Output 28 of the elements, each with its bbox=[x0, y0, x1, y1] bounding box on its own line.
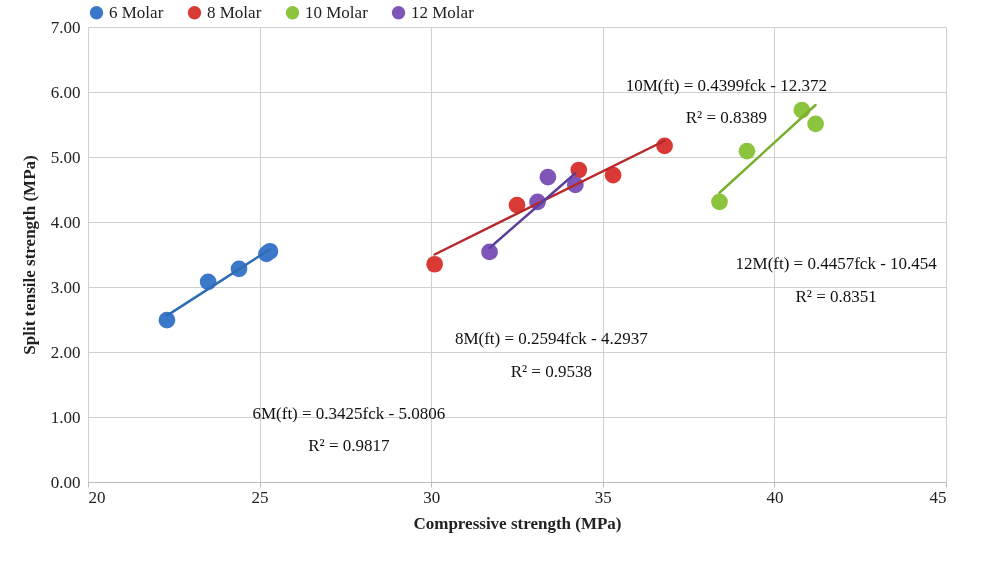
x-tick-label: 30 bbox=[423, 487, 441, 507]
annotation: R² = 0.9817 bbox=[308, 436, 390, 456]
x-axis-title: Compressive strength (MPa) bbox=[413, 513, 622, 533]
legend-label: 12 Molar bbox=[411, 2, 475, 22]
annotation: R² = 0.8351 bbox=[795, 286, 877, 306]
legend-label: 6 Molar bbox=[109, 2, 164, 22]
y-axis-title: Split tensile strength (MPa) bbox=[19, 155, 39, 355]
x-tick-label: 40 bbox=[766, 487, 784, 507]
y-tick-label: 4.00 bbox=[50, 212, 81, 232]
legend-label: 10 Molar bbox=[305, 2, 369, 22]
x-tick-label: 20 bbox=[88, 487, 106, 507]
annotation: 12M(ft) = 0.4457fck - 10.454 bbox=[735, 254, 938, 274]
y-tick-label: 7.00 bbox=[50, 17, 81, 37]
annotation: R² = 0.8389 bbox=[685, 108, 767, 127]
y-tick-label: 3.00 bbox=[50, 277, 81, 297]
x-tick-label: 45 bbox=[929, 487, 947, 507]
annotation: 10M(ft) = 0.4399fck - 12.372 bbox=[625, 75, 827, 95]
y-tick-label: 0.00 bbox=[50, 472, 81, 492]
y-tick-label: 1.00 bbox=[50, 407, 81, 427]
y-tick-label: 2.00 bbox=[50, 342, 81, 362]
annotation: 6M(ft) = 0.3425fck - 5.0806 bbox=[252, 403, 446, 423]
annotation: R² = 0.9538 bbox=[510, 361, 592, 381]
legend-label: 8 Molar bbox=[207, 2, 262, 22]
y-tick-label: 5.00 bbox=[50, 147, 81, 167]
x-tick-label: 35 bbox=[594, 487, 612, 507]
x-tick-label: 25 bbox=[251, 487, 269, 507]
y-tick-label: 6.00 bbox=[50, 82, 81, 102]
annotation: 8M(ft) = 0.2594fck - 4.2937 bbox=[454, 329, 649, 348]
